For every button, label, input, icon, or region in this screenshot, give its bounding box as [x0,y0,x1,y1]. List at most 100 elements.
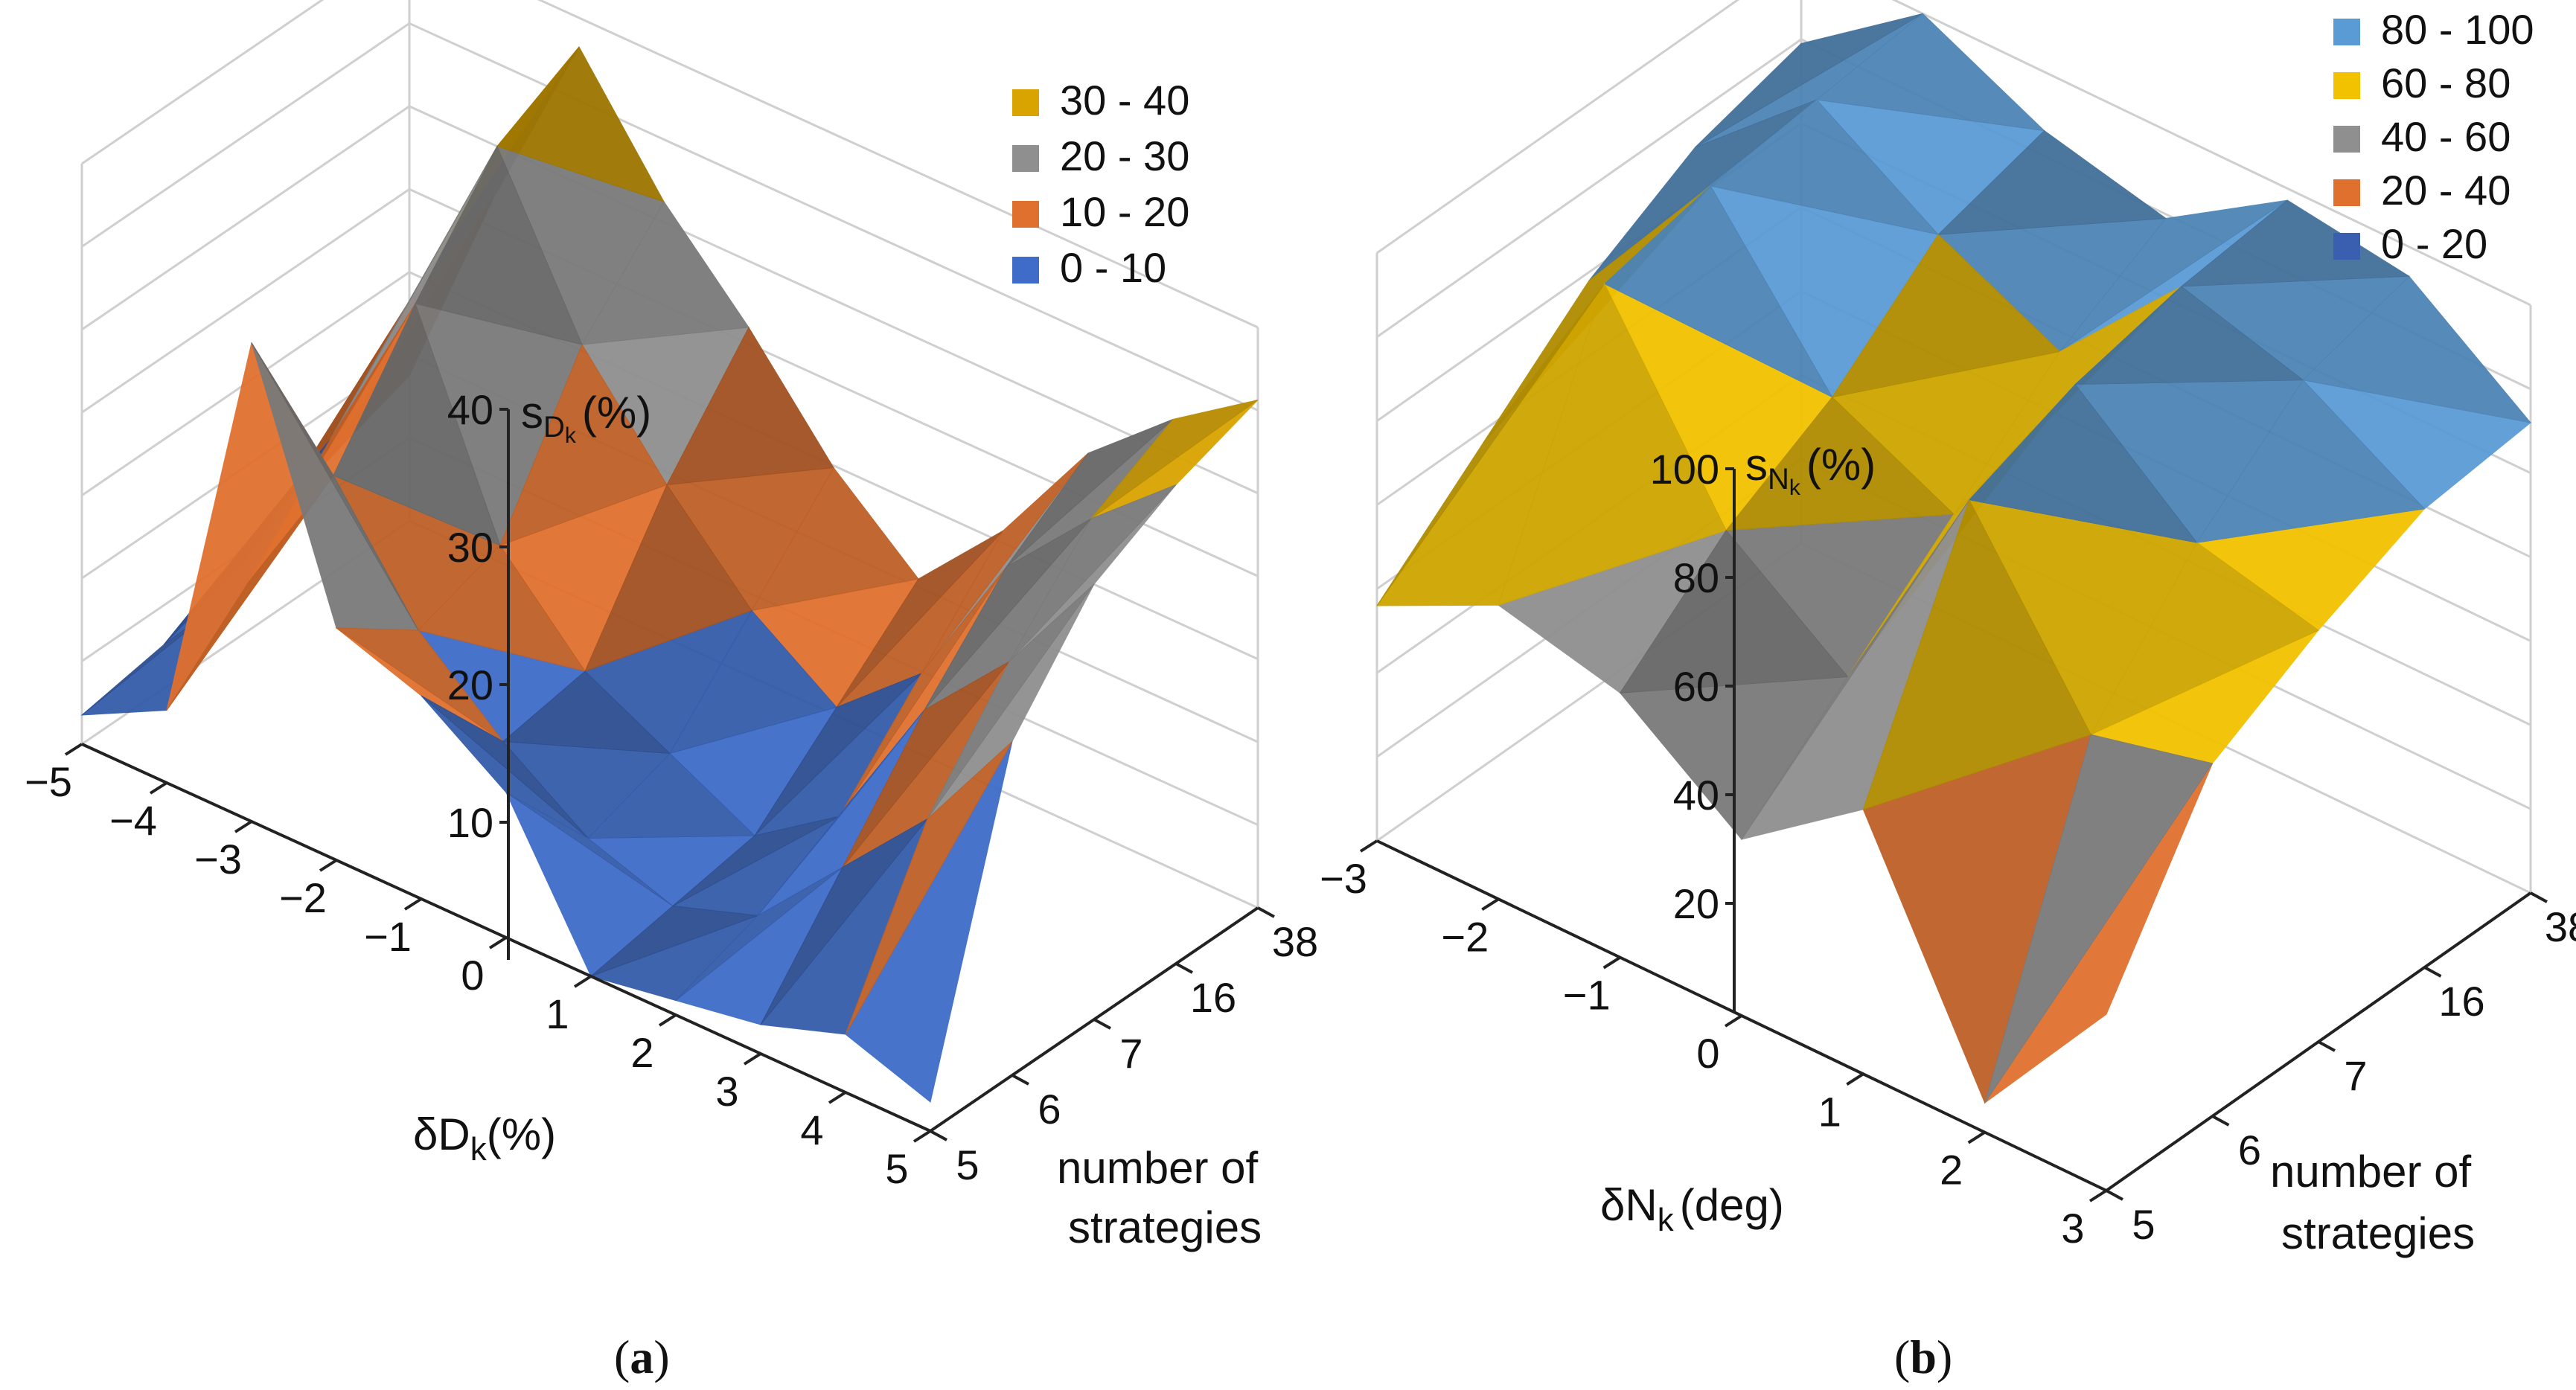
a-surface-patch [415,145,583,345]
b-surface-patch [1376,284,1605,606]
b-surface-patch [1695,13,1923,148]
panel-b-z-ticks: 20 40 60 80 100 [1650,446,1736,1012]
a-surface-patch [590,905,758,977]
a-surface-patch [754,673,922,836]
a-surface-patch [757,709,925,916]
b-legend-swatch [2333,126,2360,153]
b-x-tick-label: 1 [1818,1088,1841,1135]
a-x-tick-mark [573,975,592,988]
b-surface-patch [1498,283,1727,606]
b-y-tick-label: 5 [2132,1201,2155,1248]
b-surface-patch [1741,499,1970,840]
a-y-tick-label: 38 [1272,918,1318,965]
a-surface-patch [587,752,756,839]
b-legend-swatch [2333,19,2360,45]
caption-b: (b) [1894,1330,1952,1383]
b-surface-patch [1968,383,2198,543]
b-x-tick-label: −3 [1320,855,1367,902]
a-surface-patch [166,475,334,711]
a-z-tick-label: 10 [447,799,493,846]
a-x-tick-label: 2 [630,1029,653,1076]
panel-b-surface [1376,13,2532,1104]
b-surface-patch [1984,734,2214,1104]
a-surface-patch [502,670,671,755]
b-surface-patch [1831,234,2061,398]
a-x-tick-label: −5 [25,758,72,805]
a-x-tick-label: −2 [279,874,327,921]
a-legend-swatch [1012,257,1039,284]
panel-b-z-axis-title: sNk (%) [1745,440,1876,500]
a-x-tick-mark [913,1130,932,1143]
panel-b-legend: 80 - 100 60 - 80 40 - 60 20 - 40 0 - 20 [2333,6,2534,267]
b-legend-label: 60 - 80 [2381,60,2511,106]
a-legend-label: 20 - 30 [1060,132,1189,179]
a-surface-patch [672,816,840,906]
b-legend-label: 20 - 40 [2381,167,2511,214]
b-z-tick-label: 40 [1673,772,1719,819]
a-x-tick-label: −1 [364,913,412,960]
b-x-tick-label: 0 [1696,1030,1719,1077]
b-x-tick-mark [1846,1072,1864,1086]
panel-a-legend: 30 - 40 20 - 30 10 - 20 0 - 10 [1012,77,1189,291]
a-x-tick-mark [828,1091,847,1104]
a-surface-patch [496,46,665,202]
a-x-tick-label: 4 [800,1106,823,1153]
panel-a-x-axis-title: δDk(%) [413,1109,556,1168]
a-z-tick-label: 20 [447,662,493,708]
b-x-tick-label: 2 [1940,1147,1963,1194]
panel-a-z-ticks: 10 20 30 40 [447,386,510,960]
panel-a-x-ticks: −5 −4 −3 −2 −1 0 1 2 3 4 5 [25,743,932,1192]
a-surface-patch [499,343,668,546]
panel-b-y-axis-title-line1: number of [2270,1147,2471,1197]
a-x-tick-mark [658,1013,677,1027]
a-z-tick-label: 30 [447,524,493,571]
a-surface-patch [751,467,919,612]
b-x-tick-label: −2 [1441,913,1489,960]
a-legend-swatch [1012,145,1039,172]
a-surface-patch [251,342,419,631]
b-legend-label: 0 - 20 [2381,220,2487,267]
a-y-tick-label: 6 [1038,1086,1061,1133]
b-y-tick-label: 7 [2344,1052,2367,1099]
caption-a: (a) [614,1330,670,1383]
b-surface-patch [1937,130,2167,235]
b-y-tick-mark [2211,1115,2230,1127]
a-x-tick-label: 1 [546,990,569,1037]
a-surface-patch [1006,419,1174,568]
b-surface-patch [2196,379,2426,543]
b-surface-patch [1603,185,1833,398]
panel-b-surface-chart: −3 −2 −1 0 1 2 3 5 6 7 16 38 20 40 60 80 100 80 - 100 6… [1320,0,2576,1258]
a-x-tick-mark [743,1052,762,1066]
a-surface-patch [418,545,587,672]
b-y-tick-mark [2106,1189,2123,1201]
b-x-tick-label: −1 [1563,972,1611,1019]
b-z-tick-label: 80 [1673,554,1719,601]
a-surface-patch [760,819,928,1025]
a-surface-patch [581,201,750,345]
a-surface-patch [584,484,752,672]
panel-a-y-ticks: 5 6 7 16 38 [930,906,1318,1188]
b-y-tick-mark [2318,1040,2336,1052]
b-y-tick-label: 16 [2438,978,2484,1025]
b-x-tick-label: 3 [2061,1205,2084,1252]
b-x-tick-mark [1967,1130,1986,1144]
a-y-tick-mark [1175,962,1193,974]
a-x-tick-mark [319,859,338,872]
panel-a-grid-walls [80,0,1259,909]
a-surface-patch [668,609,837,755]
a-x-tick-mark [234,820,253,833]
a-surface-patch [333,302,501,546]
a-legend-swatch [1012,89,1039,116]
b-y-tick-mark [2423,966,2442,978]
a-y-tick-mark [1257,906,1275,918]
a-legend-swatch [1012,201,1039,228]
b-z-tick-label: 60 [1673,663,1719,710]
a-x-tick-label: −4 [109,797,157,844]
panel-a-y-axis-title-line1: number of [1057,1143,1258,1193]
b-surface-patch [2074,286,2304,385]
a-x-tick-mark [64,743,83,756]
b-y-tick-label: 38 [2545,903,2576,950]
b-legend-label: 80 - 100 [2381,6,2534,53]
a-surface-patch [335,627,504,742]
